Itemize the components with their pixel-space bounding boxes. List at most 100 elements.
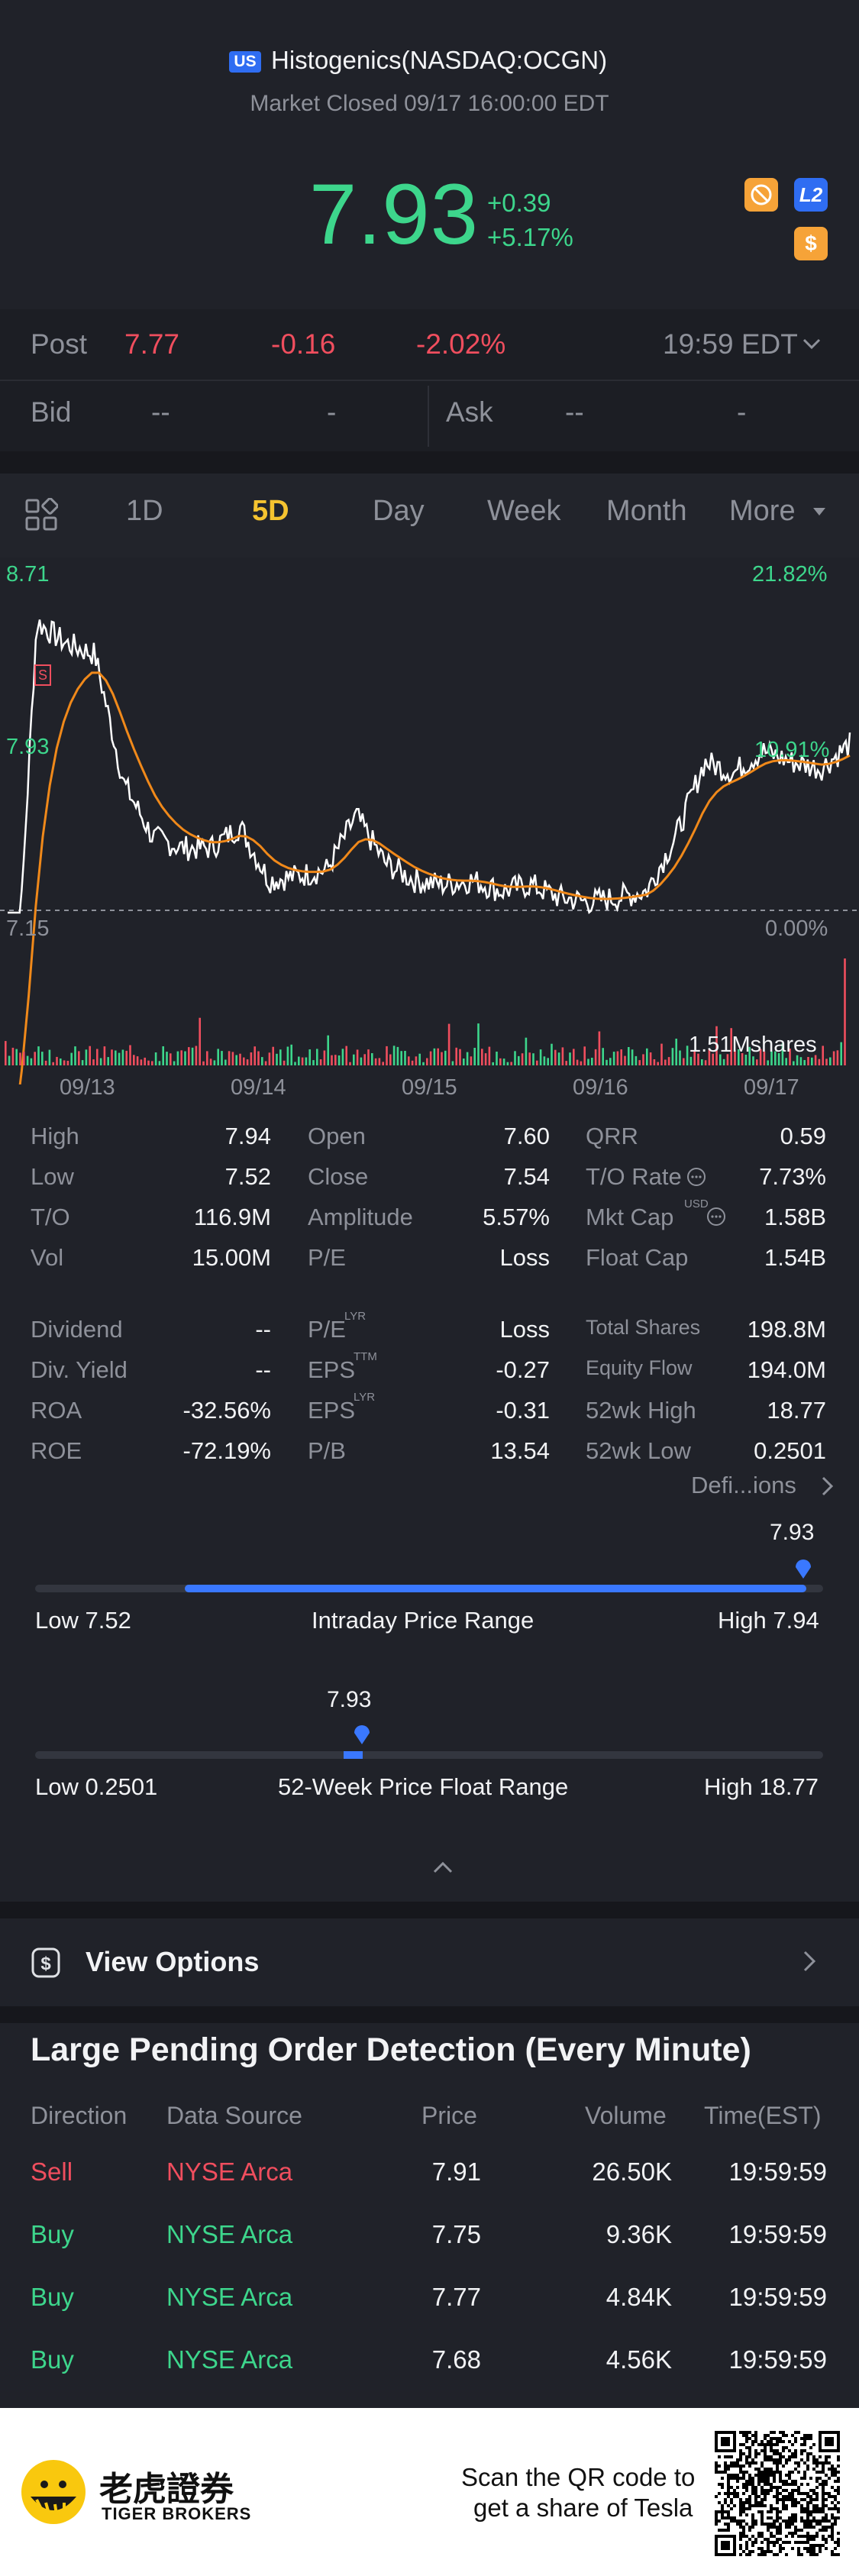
tab-1d[interactable]: 1D <box>126 495 163 527</box>
col-header: Price <box>421 2102 477 2129</box>
volume-bar <box>74 1046 76 1065</box>
stat-value: 13.54 <box>490 1437 550 1464</box>
range-low: Low 7.52 <box>35 1607 131 1634</box>
stat-value: 198.8M <box>747 1316 826 1343</box>
volume-bar <box>609 1058 612 1065</box>
volume-bar <box>602 1048 604 1065</box>
volume-bar <box>415 1056 418 1065</box>
volume-bar <box>818 1059 821 1065</box>
stat-value: 0.2501 <box>754 1437 826 1464</box>
post-market-row[interactable]: Post 7.77 -0.16 -2.02% 19:59 EDT <box>0 309 859 380</box>
stat-label: QRR <box>586 1123 638 1149</box>
stat-value: 7.60 <box>503 1123 550 1149</box>
level2-icon[interactable]: L2 <box>794 178 828 212</box>
orders-header: Direction Data Source Price Volume Time(… <box>0 2102 859 2132</box>
volume-bar <box>121 1049 124 1065</box>
post-price: 7.77 <box>124 328 180 360</box>
market-badge: US <box>229 51 261 73</box>
stat-label: T/O <box>31 1204 70 1230</box>
stats-panel: High 7.94 Low 7.52 T/O 116.9M Vol 15.00M Open 7.6… <box>0 1123 859 1489</box>
y-axis-top-label: 8.71 <box>6 562 50 587</box>
chevron-right-icon[interactable] <box>820 1475 835 1501</box>
volume-bar <box>162 1046 164 1065</box>
ask-price: -- <box>565 396 584 428</box>
volume-bar <box>591 1058 593 1065</box>
volume-bar <box>518 1055 520 1065</box>
volume-bar <box>312 1060 315 1065</box>
order-source: NYSE Arca <box>166 2157 293 2186</box>
volume-bar <box>712 1053 714 1065</box>
volume-bar <box>587 1059 589 1065</box>
volume-bar <box>796 1055 799 1065</box>
dollar-icon[interactable]: $ <box>794 227 828 260</box>
volume-bar <box>437 1048 439 1065</box>
volume-bar <box>111 1049 113 1065</box>
volume-bar <box>624 1055 626 1065</box>
price-chart[interactable]: 8.71 7.93 7.15 21.82% 10.91% 0.00% 1.51M… <box>0 558 859 1161</box>
grid-layout-icon[interactable] <box>24 497 59 535</box>
stat-label: Dividend <box>31 1316 123 1343</box>
tab-day[interactable]: Day <box>373 495 425 527</box>
volume-bar <box>52 1062 54 1065</box>
volume-bar <box>557 1052 560 1065</box>
divider <box>428 386 429 447</box>
order-price: 7.75 <box>431 2220 481 2248</box>
volume-bar <box>770 1051 773 1065</box>
tab-week[interactable]: Week <box>487 495 561 527</box>
volume-bar <box>341 1049 344 1065</box>
volume-bar <box>70 1052 73 1065</box>
volume-bar <box>386 1046 388 1065</box>
volume-bar <box>301 1057 304 1065</box>
stat-value: -- <box>255 1356 271 1383</box>
chart-canvas[interactable] <box>0 558 859 1161</box>
volume-bar <box>774 1051 777 1065</box>
tab-more[interactable]: More <box>729 495 796 527</box>
chevron-right-icon[interactable] <box>802 1949 817 1977</box>
volume-bar <box>15 1049 18 1065</box>
price-line <box>8 619 851 914</box>
table-row[interactable]: Buy NYSE Arca 7.77 4.84K 19:59:59 <box>0 2283 859 2321</box>
marker-icon <box>353 1722 371 1749</box>
table-row[interactable]: Sell NYSE Arca 7.91 26.50K 19:59:59 <box>0 2157 859 2196</box>
tab-5d[interactable]: 5D <box>252 495 289 527</box>
order-direction: Buy <box>31 2220 74 2248</box>
volume-bar <box>231 1052 234 1065</box>
stat-value: 194.0M <box>747 1356 826 1383</box>
volume-bar <box>635 1055 638 1065</box>
volume-bar <box>708 1049 711 1065</box>
volume-bar <box>763 1051 766 1065</box>
volume-bar <box>836 1050 839 1065</box>
stat-superscript: LYR <box>344 1310 367 1323</box>
volume-bar <box>484 1053 487 1065</box>
volume-bar <box>447 1023 450 1065</box>
stat-value: -0.31 <box>496 1397 550 1424</box>
volume-bar <box>481 1049 483 1065</box>
bid-label: Bid <box>31 396 72 428</box>
collapse-chevron-up-icon[interactable] <box>431 1860 454 1879</box>
volume-bar <box>832 1051 835 1065</box>
table-row[interactable]: Buy NYSE Arca 7.68 4.56K 19:59:59 <box>0 2345 859 2384</box>
volume-bar <box>502 1059 505 1065</box>
volume-bar <box>730 1028 732 1065</box>
brand-name-en: TIGER BROKERS <box>102 2504 252 2523</box>
volume-bar <box>206 1051 208 1065</box>
x-label: 09/16 <box>573 1075 628 1100</box>
volume-bar <box>176 1051 179 1065</box>
range-high: High 18.77 <box>704 1773 819 1800</box>
table-row[interactable]: Buy NYSE Arca 7.75 9.36K 19:59:59 <box>0 2220 859 2258</box>
tab-month[interactable]: Month <box>606 495 687 527</box>
volume-bar <box>188 1047 190 1065</box>
info-icon[interactable] <box>706 1207 726 1230</box>
view-options-row[interactable]: $ View Options <box>0 1918 859 2006</box>
volume-bar <box>726 1054 729 1065</box>
volume-bar <box>166 1052 168 1065</box>
no-trade-icon[interactable] <box>744 178 778 212</box>
chevron-down-icon[interactable] <box>800 332 823 359</box>
definitions-link[interactable]: Defi...ions <box>691 1472 796 1498</box>
order-volume: 26.50K <box>592 2157 672 2186</box>
volume-bar <box>81 1060 84 1065</box>
qr-code-icon[interactable] <box>715 2431 840 2556</box>
x-label: 09/17 <box>744 1075 799 1100</box>
info-icon[interactable] <box>686 1167 706 1191</box>
volume-bar <box>455 1047 457 1065</box>
